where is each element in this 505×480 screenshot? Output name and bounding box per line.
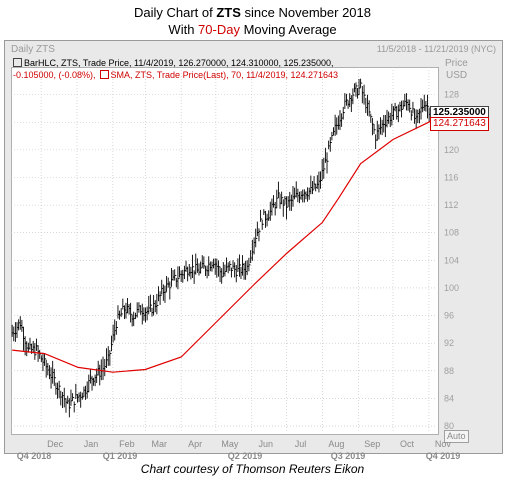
y-tick-label: 128 xyxy=(444,90,459,100)
x-quarter-label: Q1 2019 xyxy=(103,451,138,461)
title-line-2: With 70-Day Moving Average xyxy=(168,22,337,37)
x-tick-label: Apr xyxy=(188,439,202,449)
panel-name: Daily ZTS xyxy=(11,44,55,55)
y-tick-label: 88 xyxy=(444,366,454,376)
y-tick-label: 80 xyxy=(444,421,454,431)
x-tick-label: Dec xyxy=(47,439,64,449)
y-tick-label: 96 xyxy=(444,311,454,321)
y-tick-label: 112 xyxy=(444,200,458,210)
x-tick-label: Jun xyxy=(259,439,274,449)
chart-panel[interactable]: Daily ZTS 11/5/2018 - 11/21/2019 (NYC) P… xyxy=(4,40,503,454)
x-quarter-label: Q2 2019 xyxy=(228,451,263,461)
x-tick-label: Oct xyxy=(400,439,415,449)
x-quarter-label: Q4 2019 xyxy=(426,451,461,461)
title-line-1: Daily Chart of ZTS since November 2018 xyxy=(133,5,371,20)
auto-scale-button[interactable]: Auto xyxy=(444,430,469,443)
chart-credit: Chart courtesy of Thomson Reuters Eikon xyxy=(140,462,365,476)
x-tick-label: Jan xyxy=(84,439,99,449)
plot-area[interactable] xyxy=(11,67,439,435)
x-tick-label: Jul xyxy=(295,439,307,449)
y-tick-label: 120 xyxy=(444,145,459,155)
legend-sma: -0.105000, (-0.08%), SMA, ZTS, Trade Pric… xyxy=(13,70,339,80)
legend-bar-swatch xyxy=(13,58,22,67)
yaxis-title-usd: USD xyxy=(446,70,468,81)
x-quarter-label: Q3 2019 xyxy=(331,451,366,461)
y-tick-label: 116 xyxy=(444,172,458,182)
x-tick-label: Sep xyxy=(364,439,380,449)
sma-price-tag: 124.271643 xyxy=(430,117,489,132)
x-tick-label: May xyxy=(221,439,239,449)
x-tick-label: Aug xyxy=(328,439,344,449)
y-tick-label: 92 xyxy=(444,338,454,348)
legend-sma-swatch xyxy=(99,70,109,79)
y-tick-label: 84 xyxy=(444,393,454,403)
y-tick-label: 108 xyxy=(444,228,459,238)
x-tick-label: Mar xyxy=(152,439,168,449)
x-tick-label: Nov xyxy=(435,439,452,449)
panel-date-range: 11/5/2018 - 11/21/2019 (NYC) xyxy=(376,44,496,54)
chart-title: Daily Chart of ZTS since November 2018 W… xyxy=(0,4,505,38)
sma-line xyxy=(12,119,433,373)
x-tick-label: Feb xyxy=(119,439,135,449)
yaxis-title-price: Price xyxy=(445,58,468,69)
y-tick-label: 104 xyxy=(444,255,459,265)
legend-bar: BarHLC, ZTS, Trade Price, 11/4/2019, 126… xyxy=(13,58,334,68)
title-highlight: 70-Day xyxy=(198,22,240,37)
y-tick-label: 100 xyxy=(444,283,459,293)
x-quarter-label: Q4 2018 xyxy=(17,451,52,461)
title-ticker: ZTS xyxy=(216,5,241,20)
